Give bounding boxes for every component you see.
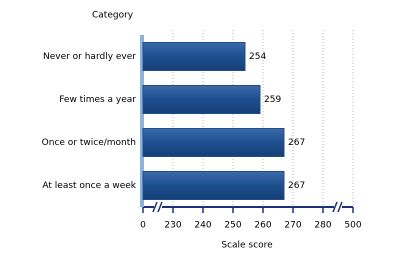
- bar: [142, 171, 285, 200]
- x-tick-label: 500: [344, 221, 361, 231]
- x-tick-label: 230: [164, 221, 181, 231]
- y-tick-label: Never or hardly ever: [43, 52, 136, 62]
- x-tick-label: 240: [194, 221, 211, 231]
- axis-break-mark: [332, 201, 338, 213]
- axis-break-gap: [334, 202, 342, 212]
- value-label: 267: [288, 138, 305, 148]
- x-tick-label: 250: [224, 221, 241, 231]
- axis-break-mark: [152, 201, 158, 213]
- x-tick-label: 270: [284, 221, 301, 231]
- bar: [142, 128, 285, 157]
- x-axis-title: Scale score: [221, 241, 273, 251]
- y-tick-label: At least once a week: [42, 181, 136, 191]
- bar: [142, 42, 246, 71]
- x-tick-label: 260: [254, 221, 271, 231]
- x-tick-label: 0: [140, 221, 146, 231]
- y-tick-label: Few times a year: [59, 95, 136, 105]
- axis-break-mark: [337, 201, 343, 213]
- axis-break-gap: [154, 202, 162, 212]
- value-label: 259: [264, 95, 281, 105]
- y-tick-label: Once or twice/month: [42, 138, 136, 148]
- axis-break-mark: [157, 201, 163, 213]
- value-label: 254: [249, 52, 266, 62]
- y-axis-title: Category: [92, 11, 134, 21]
- value-label: 267: [288, 181, 305, 191]
- bar: [142, 85, 261, 114]
- y-axis: [140, 35, 144, 207]
- x-tick-label: 280: [314, 221, 331, 231]
